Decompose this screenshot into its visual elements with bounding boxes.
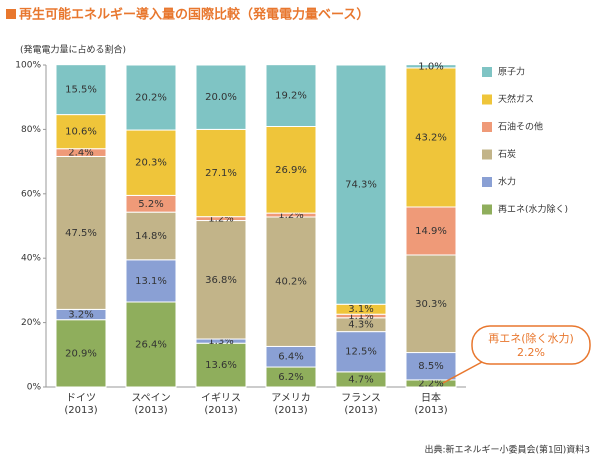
bar-segment	[335, 331, 387, 373]
bar-segment	[55, 319, 107, 388]
x-tick-label: ドイツ (2013)	[64, 393, 98, 416]
legend-swatch	[482, 122, 492, 132]
y-axis-label: (発電電力量に占める割合)	[20, 44, 126, 56]
value-label: 26.9%	[275, 165, 307, 176]
y-tick-label: 0%	[27, 383, 42, 393]
x-tick-label: アメリカ (2013)	[271, 393, 311, 416]
bar-segment	[265, 64, 317, 128]
value-label: 40.2%	[275, 277, 307, 288]
value-label: 20.0%	[205, 92, 237, 103]
value-label: 1.2%	[278, 210, 303, 221]
legend-label: 原子力	[498, 66, 525, 78]
legend-label: 水力	[498, 176, 516, 188]
value-label: 47.5%	[65, 228, 97, 239]
bar-segment	[125, 64, 177, 131]
callout-pointer	[442, 361, 483, 384]
legend-swatch	[482, 149, 492, 160]
bar-segment	[55, 114, 107, 150]
value-label: 1.3%	[208, 336, 233, 347]
bar-segment	[125, 259, 177, 303]
callout-box	[471, 325, 591, 365]
bar-segment	[125, 211, 177, 261]
value-label: 6.4%	[278, 352, 303, 363]
value-label: 14.9%	[415, 226, 447, 237]
legend-swatch	[482, 204, 492, 215]
bar-segment	[125, 129, 177, 196]
value-label: 30.3%	[415, 299, 447, 310]
value-label: 27.1%	[205, 168, 237, 179]
value-label: 15.5%	[65, 85, 97, 96]
y-tick-label: 40%	[21, 254, 41, 264]
legend-swatch	[482, 94, 492, 105]
value-label: 1.2%	[208, 214, 233, 225]
bar-segment	[195, 342, 247, 388]
bar-segment	[405, 352, 457, 381]
source: 出典:新エネルギー小委員会(第1回)資料3	[424, 444, 590, 456]
value-label: 3.1%	[348, 304, 373, 315]
x-tick-label: イギリス (2013)	[201, 393, 241, 416]
value-label: 74.3%	[345, 180, 377, 191]
x-tick-label: フランス (2013)	[341, 393, 381, 416]
value-label: 10.6%	[65, 127, 97, 138]
value-label: 26.4%	[135, 339, 167, 350]
legend-swatch	[482, 177, 492, 187]
value-label: 6.2%	[278, 372, 303, 383]
value-label: 19.2%	[275, 91, 307, 102]
callout-value: 2.2%	[517, 346, 545, 359]
x-tick-label: スペイン (2013)	[131, 393, 171, 416]
y-tick-label: 60%	[21, 189, 41, 199]
bar-segment	[55, 64, 107, 116]
callout-text: 再エネ(除く水力)	[488, 331, 574, 345]
bar-segment	[55, 155, 107, 310]
title-marker	[6, 9, 16, 19]
y-tick-label: 80%	[21, 125, 41, 135]
value-label: 2.2%	[418, 378, 443, 389]
legend-label: 石油その他	[498, 121, 543, 133]
bar-segment	[195, 128, 247, 218]
value-label: 12.5%	[345, 347, 377, 358]
value-label: 20.9%	[65, 348, 97, 359]
bar-segment	[265, 216, 317, 347]
bar-segment	[405, 64, 457, 69]
bar-segment	[405, 67, 457, 208]
bar-segment	[195, 64, 247, 130]
value-label: 43.2%	[415, 132, 447, 143]
value-label: 1.0%	[418, 61, 443, 72]
value-label: 13.6%	[205, 360, 237, 371]
value-label: 2.4%	[68, 148, 93, 159]
value-label: 13.1%	[135, 276, 167, 287]
bar-segment	[195, 220, 247, 340]
legend-swatch	[482, 67, 492, 77]
x-tick-label: 日本 (2013)	[414, 393, 448, 416]
bar-segment	[335, 64, 387, 305]
value-label: 4.7%	[348, 374, 373, 385]
legend-label: 再エネ(水力除く)	[498, 203, 568, 215]
value-label: 4.3%	[348, 320, 373, 331]
y-tick-label: 100%	[15, 61, 41, 71]
y-tick-label: 20%	[21, 318, 41, 328]
value-label: 5.2%	[138, 199, 163, 210]
chart-title: 再生可能エネルギー導入量の国際比較（発電電力量ベース）	[19, 7, 369, 23]
bar-segment	[125, 301, 177, 388]
value-label: 36.8%	[205, 275, 237, 286]
value-label: 20.2%	[135, 93, 167, 104]
legend-label: 天然ガス	[498, 93, 534, 105]
value-label: 8.5%	[418, 361, 443, 372]
value-label: 3.2%	[68, 310, 93, 321]
value-label: 14.8%	[135, 231, 167, 242]
value-label: 1.1%	[348, 311, 373, 322]
legend-label: 石炭	[498, 149, 516, 160]
value-label: 20.3%	[135, 158, 167, 169]
